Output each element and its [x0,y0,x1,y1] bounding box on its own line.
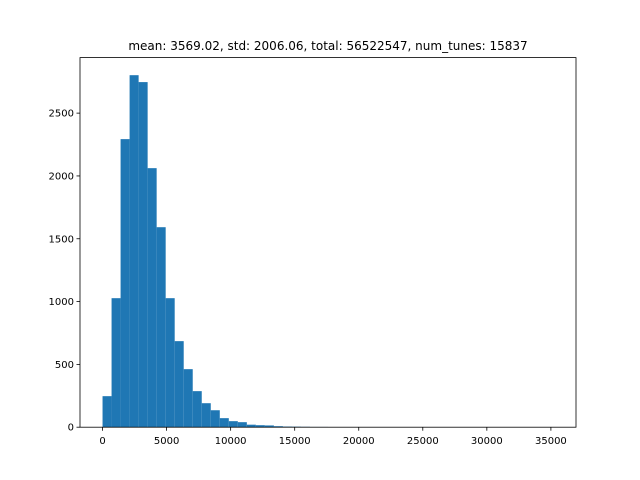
bar [165,298,175,428]
bar [174,341,184,428]
x-tick-label: 10000 [215,436,247,447]
y-tick-label: 500 [55,360,74,371]
bar [102,396,112,428]
chart-title: mean: 3569.02, std: 2006.06, total: 5652… [128,39,527,53]
axes-frame [79,57,577,428]
bar [246,424,256,428]
bar [255,425,265,428]
x-tick-label: 25000 [407,436,439,447]
y-tick-label: 2000 [49,171,74,182]
bar [201,403,211,428]
x-tick-label: 5000 [154,436,179,447]
bar [210,410,220,428]
bar [264,425,274,428]
bar [129,75,139,428]
bar [111,298,121,428]
bar [147,168,157,428]
x-tick-label: 20000 [343,436,375,447]
bar [219,418,229,428]
bar [183,369,193,428]
x-tick-label: 15000 [279,436,311,447]
bar [138,82,148,428]
bar [156,227,166,428]
bar [192,391,202,428]
bar [120,139,130,428]
x-tick-label: 35000 [535,436,567,447]
bar [228,421,238,428]
y-tick-label: 2500 [49,109,74,120]
y-tick-label: 0 [68,423,74,434]
bar [237,422,247,428]
x-tick-label: 30000 [471,436,503,447]
y-tick-label: 1500 [49,234,74,245]
y-tick-label: 1000 [49,297,74,308]
bar [273,426,283,428]
x-tick-label: 0 [99,436,105,447]
